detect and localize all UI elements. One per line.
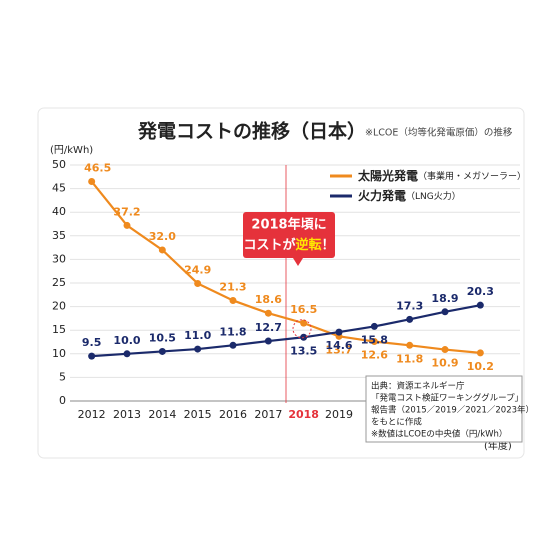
- data-label: 10.9: [431, 357, 458, 370]
- y-tick-label: 0: [59, 394, 66, 407]
- source-line: ※数値はLCOEの中央値（円/kWh）: [371, 429, 507, 440]
- x-tick-label: 2013: [113, 408, 141, 421]
- y-tick-label: 20: [52, 300, 66, 313]
- source-box: [365, 375, 523, 443]
- data-label: 10.5: [149, 331, 176, 344]
- point: [88, 352, 96, 360]
- point: [300, 319, 308, 327]
- data-label: 13.5: [290, 344, 317, 357]
- legend-name: 太陽光発電: [358, 168, 418, 183]
- x-tick-label: 2015: [184, 408, 212, 421]
- data-label: 21.3: [219, 280, 246, 293]
- data-label: 10.2: [467, 360, 494, 373]
- callout-highlight: 逆転: [295, 237, 321, 253]
- data-label: 10.0: [113, 334, 140, 347]
- point: [406, 341, 414, 349]
- series-line: [91, 304, 481, 358]
- callout-text: 2018年頃に: [251, 217, 326, 233]
- data-label: 32.0: [149, 230, 176, 243]
- source-line: をもとに作成: [371, 417, 422, 428]
- data-label: 46.5: [84, 162, 111, 175]
- point: [370, 338, 378, 346]
- source-line: 出典：資源エネルギー庁: [371, 381, 465, 392]
- data-label: 12.7: [255, 321, 282, 334]
- callout-pointer: [293, 258, 303, 266]
- data-label: 16.5: [290, 303, 317, 316]
- point: [370, 322, 378, 330]
- y-axis-label: (円/kWh): [50, 145, 93, 156]
- data-label: 11.8: [219, 325, 246, 338]
- point: [229, 296, 237, 304]
- data-label: 18.6: [255, 293, 282, 306]
- data-label: 11.8: [396, 352, 423, 365]
- legend-name: 火力発電: [358, 188, 406, 203]
- legend-note: （LNG火力）: [406, 190, 461, 202]
- data-label: 14.6: [325, 339, 352, 352]
- legend-label: 太陽光発電（事業用・メガソーラー）: [358, 168, 526, 183]
- x-tick-label: 2014: [148, 408, 176, 421]
- callout-part: ！: [322, 238, 335, 253]
- y-tick-label: 45: [52, 182, 66, 195]
- point: [123, 350, 131, 358]
- y-tick-label: 30: [52, 252, 66, 265]
- y-tick-label: 25: [52, 276, 66, 289]
- point: [194, 345, 202, 353]
- data-label: 20.3: [467, 285, 494, 298]
- series-line: [90, 180, 481, 354]
- y-tick-label: 40: [52, 205, 66, 218]
- point: [476, 301, 484, 309]
- x-tick-label: 2019: [325, 408, 353, 421]
- source-line: 「発電コスト検証ワーキンググループ」: [371, 393, 523, 404]
- point: [194, 279, 202, 287]
- source-note: 出典：資源エネルギー庁 「発電コスト検証ワーキンググループ」 報告書（2015／…: [365, 375, 534, 443]
- y-tick-label: 35: [52, 229, 66, 242]
- point: [476, 349, 484, 357]
- data-label: 15.8: [361, 333, 388, 346]
- y-tick-label: 15: [52, 323, 66, 336]
- subtitle: ※LCOE（均等化発電原価）の推移: [365, 127, 513, 139]
- point: [406, 315, 414, 323]
- callout-text: コストが逆転！: [243, 237, 334, 253]
- data-label: 12.6: [361, 349, 388, 362]
- data-label: 17.3: [396, 299, 423, 312]
- point: [229, 341, 237, 349]
- callout: 2018年頃に コストが逆転！: [243, 212, 335, 266]
- point: [123, 221, 131, 229]
- x-tick-label: 2018: [288, 408, 319, 421]
- point: [441, 308, 449, 316]
- y-tick-label: 5: [59, 370, 66, 383]
- data-label: 37.2: [113, 205, 140, 218]
- callout-box: [243, 212, 335, 258]
- crossing-marker: [292, 319, 312, 339]
- callout-part: コストが: [243, 237, 295, 253]
- data-label: 9.5: [82, 336, 102, 349]
- data-label: 18.9: [431, 292, 458, 305]
- data-label: 13.7: [325, 343, 352, 356]
- point: [88, 178, 96, 186]
- legend-label: 火力発電（LNG火力）: [358, 188, 461, 203]
- point: [158, 347, 166, 355]
- data-label: 11.0: [184, 329, 211, 342]
- x-tick-label: 2012: [78, 408, 106, 421]
- point: [264, 337, 272, 345]
- source-line: 報告書（2015／2019／2021／2023年）: [371, 405, 534, 416]
- x-tick-label: 2016: [219, 408, 247, 421]
- y-tick-label: 50: [52, 158, 66, 171]
- y-tick-label: 10: [52, 347, 66, 360]
- point: [335, 328, 343, 336]
- data-label: 24.9: [184, 263, 211, 276]
- chart-title: 発電コストの推移（日本）: [137, 120, 366, 143]
- point: [441, 346, 449, 354]
- legend-note: （事業用・メガソーラー）: [418, 170, 526, 182]
- point: [158, 246, 166, 254]
- point: [264, 309, 272, 317]
- x-tick-label: 2017: [254, 408, 282, 421]
